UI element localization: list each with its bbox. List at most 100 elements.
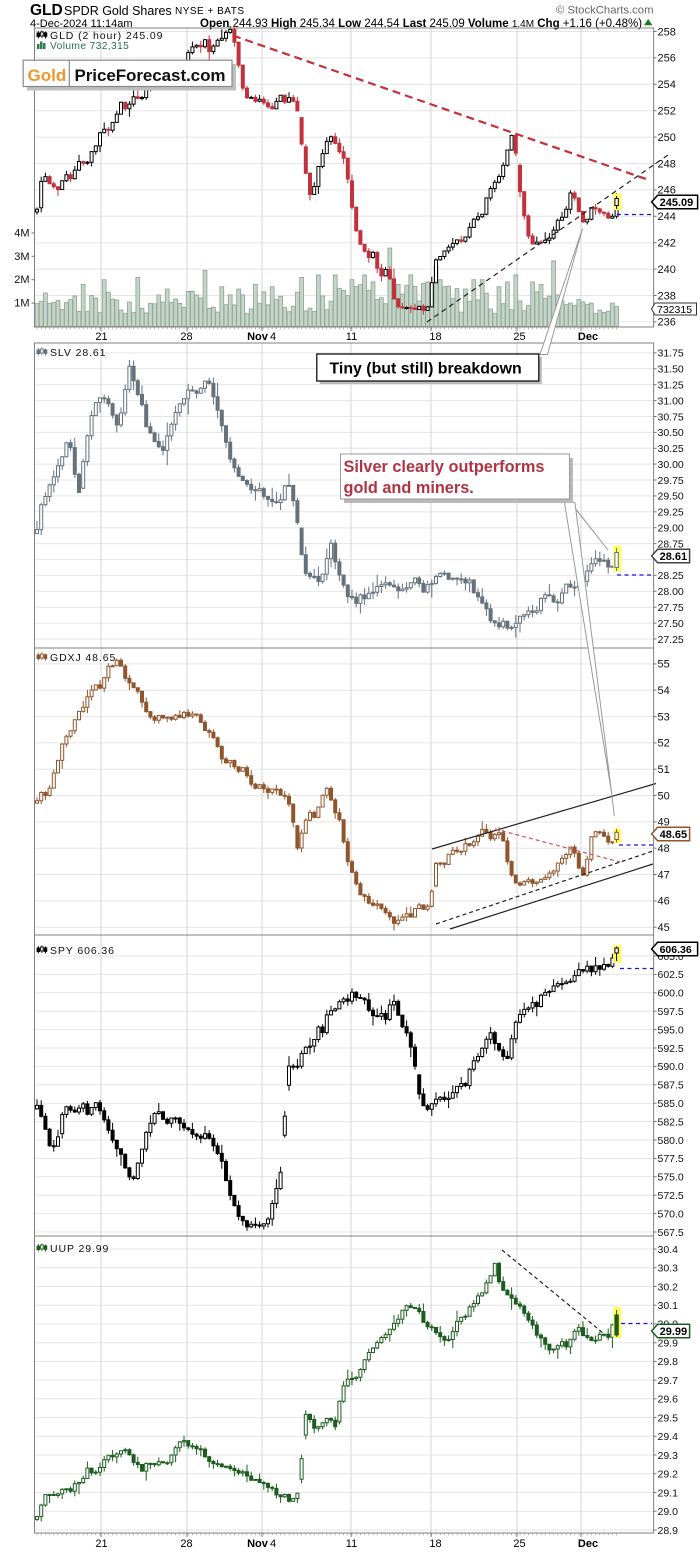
- svg-text:597.5: 597.5: [658, 1006, 684, 1018]
- svg-text:4: 4: [270, 1538, 276, 1550]
- svg-text:29.7: 29.7: [658, 1375, 679, 1387]
- svg-text:GDXJ 48.65: GDXJ 48.65: [50, 652, 116, 664]
- svg-text:567.5: 567.5: [658, 1227, 684, 1239]
- svg-text:53: 53: [658, 711, 670, 723]
- svg-text:Nov: Nov: [247, 1538, 269, 1550]
- svg-text:30.50: 30.50: [658, 427, 684, 439]
- svg-text:575.0: 575.0: [658, 1172, 684, 1184]
- svg-text:30.2: 30.2: [658, 1281, 679, 1293]
- svg-text:54: 54: [658, 685, 670, 697]
- svg-text:29.8: 29.8: [658, 1356, 679, 1368]
- svg-text:48: 48: [658, 843, 670, 855]
- svg-text:Volume 732,315: Volume 732,315: [50, 41, 129, 52]
- svg-text:244: 244: [658, 211, 676, 223]
- svg-text:30.75: 30.75: [658, 411, 684, 423]
- svg-text:248: 248: [658, 158, 676, 170]
- svg-text:18: 18: [429, 331, 441, 343]
- svg-text:250: 250: [658, 132, 676, 144]
- svg-text:27.50: 27.50: [658, 618, 684, 630]
- svg-text:29.3: 29.3: [658, 1450, 679, 1462]
- svg-text:29.5: 29.5: [658, 1412, 679, 1424]
- svg-text:21: 21: [95, 331, 107, 343]
- svg-text:50: 50: [658, 790, 670, 802]
- svg-text:31.25: 31.25: [658, 380, 684, 392]
- svg-text:585.0: 585.0: [658, 1098, 684, 1110]
- svg-text:55: 55: [658, 659, 670, 671]
- svg-text:gold and miners.: gold and miners.: [344, 479, 474, 497]
- svg-text:236: 236: [658, 317, 676, 329]
- svg-text:606.36: 606.36: [660, 944, 692, 956]
- svg-text:45: 45: [658, 922, 670, 934]
- svg-text:582.5: 582.5: [658, 1116, 684, 1128]
- svg-text:29.4: 29.4: [658, 1431, 679, 1443]
- svg-text:29.9: 29.9: [658, 1338, 679, 1350]
- svg-text:30.00: 30.00: [658, 459, 684, 471]
- svg-text:570.0: 570.0: [658, 1208, 684, 1220]
- svg-text:572.5: 572.5: [658, 1190, 684, 1202]
- svg-text:Dec: Dec: [578, 1538, 598, 1550]
- svg-text:Silver clearly outperforms: Silver clearly outperforms: [344, 458, 545, 476]
- svg-text:580.0: 580.0: [658, 1135, 684, 1147]
- svg-text:28.9: 28.9: [658, 1525, 679, 1537]
- svg-text:252: 252: [658, 106, 676, 118]
- svg-text:242: 242: [658, 238, 676, 250]
- svg-text:25: 25: [513, 1538, 525, 1550]
- svg-text:27.75: 27.75: [658, 602, 684, 614]
- svg-text:Open 244.93 High 245.34 Low 24: Open 244.93 High 245.34 Low 244.54 Last …: [200, 18, 642, 30]
- svg-text:29.25: 29.25: [658, 507, 684, 519]
- svg-text:28.00: 28.00: [658, 586, 684, 598]
- svg-text:590.0: 590.0: [658, 1061, 684, 1073]
- svg-text:3M: 3M: [14, 251, 29, 263]
- svg-text:27.25: 27.25: [658, 634, 684, 646]
- svg-text:GLD: GLD: [30, 2, 63, 19]
- svg-text:29.1: 29.1: [658, 1487, 679, 1499]
- svg-text:25: 25: [513, 331, 525, 343]
- svg-text:29.50: 29.50: [658, 491, 684, 503]
- svg-text:577.5: 577.5: [658, 1153, 684, 1165]
- svg-text:4M: 4M: [14, 227, 29, 239]
- svg-text:49: 49: [658, 817, 670, 829]
- svg-text:46: 46: [658, 896, 670, 908]
- svg-text:SLV 28.61: SLV 28.61: [50, 347, 106, 359]
- svg-text:238: 238: [658, 290, 676, 302]
- svg-text:Gold: Gold: [28, 66, 67, 85]
- svg-text:587.5: 587.5: [658, 1080, 684, 1092]
- svg-text:30.1: 30.1: [658, 1300, 679, 1312]
- svg-text:28: 28: [180, 331, 192, 343]
- svg-text:1M: 1M: [14, 298, 29, 310]
- svg-text:29.00: 29.00: [658, 523, 684, 535]
- svg-text:31.75: 31.75: [658, 348, 684, 360]
- svg-text:4-Dec-2024 11:14am: 4-Dec-2024 11:14am: [30, 18, 133, 30]
- svg-text:30.25: 30.25: [658, 443, 684, 455]
- svg-text:28.75: 28.75: [658, 538, 684, 550]
- svg-text:240: 240: [658, 264, 676, 276]
- svg-text:29.75: 29.75: [658, 475, 684, 487]
- svg-text:28.25: 28.25: [658, 570, 684, 582]
- svg-text:© StockCharts.com: © StockCharts.com: [556, 5, 653, 17]
- svg-text:21: 21: [95, 1538, 107, 1550]
- svg-text:18: 18: [429, 1538, 441, 1550]
- svg-text:47: 47: [658, 869, 670, 881]
- svg-text:254: 254: [658, 79, 676, 91]
- svg-text:UUP 29.99: UUP 29.99: [50, 1243, 109, 1255]
- svg-text:Dec: Dec: [578, 331, 598, 343]
- svg-text:256: 256: [658, 53, 676, 65]
- svg-text:51: 51: [658, 764, 670, 776]
- svg-text:246: 246: [658, 185, 676, 197]
- svg-text:Nov: Nov: [247, 331, 269, 343]
- svg-text:GLD (2 hour) 245.09: GLD (2 hour) 245.09: [50, 30, 163, 42]
- svg-text:592.5: 592.5: [658, 1043, 684, 1055]
- svg-text:2M: 2M: [14, 274, 29, 286]
- svg-text:11: 11: [346, 1538, 357, 1550]
- svg-text:28.61: 28.61: [660, 551, 688, 563]
- svg-text:29.6: 29.6: [658, 1394, 679, 1406]
- svg-text:SPDR Gold Shares: SPDR Gold Shares: [64, 4, 172, 18]
- svg-text:732315: 732315: [657, 304, 692, 316]
- svg-text:52: 52: [658, 738, 670, 750]
- svg-text:600.0: 600.0: [658, 988, 684, 1000]
- svg-text:SPY 606.36: SPY 606.36: [50, 945, 115, 957]
- svg-text:4: 4: [270, 331, 276, 343]
- svg-text:31.50: 31.50: [658, 364, 684, 376]
- svg-text:PriceForecast.com: PriceForecast.com: [75, 66, 226, 85]
- svg-text:Tiny (but still) breakdown: Tiny (but still) breakdown: [330, 361, 522, 378]
